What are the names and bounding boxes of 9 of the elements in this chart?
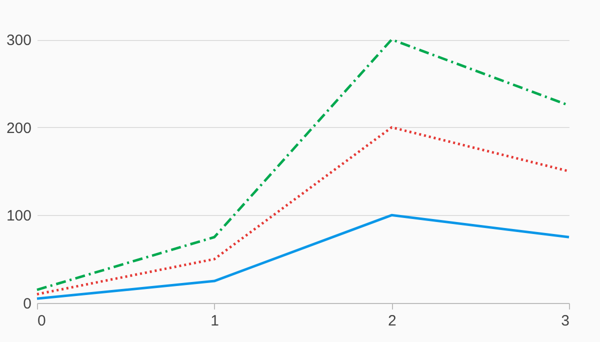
x-tick-label: 3 [561, 312, 570, 330]
x-tick-label: 2 [388, 312, 396, 330]
y-tick-label: 100 [6, 208, 32, 225]
y-tick-label: 300 [6, 32, 32, 50]
x-tick-label: 1 [210, 312, 220, 330]
y-tick-label: 0 [23, 296, 32, 312]
x-tick-label: 0 [38, 312, 46, 330]
line-series [36, 214, 570, 300]
y-tick-label: 200 [6, 120, 32, 137]
